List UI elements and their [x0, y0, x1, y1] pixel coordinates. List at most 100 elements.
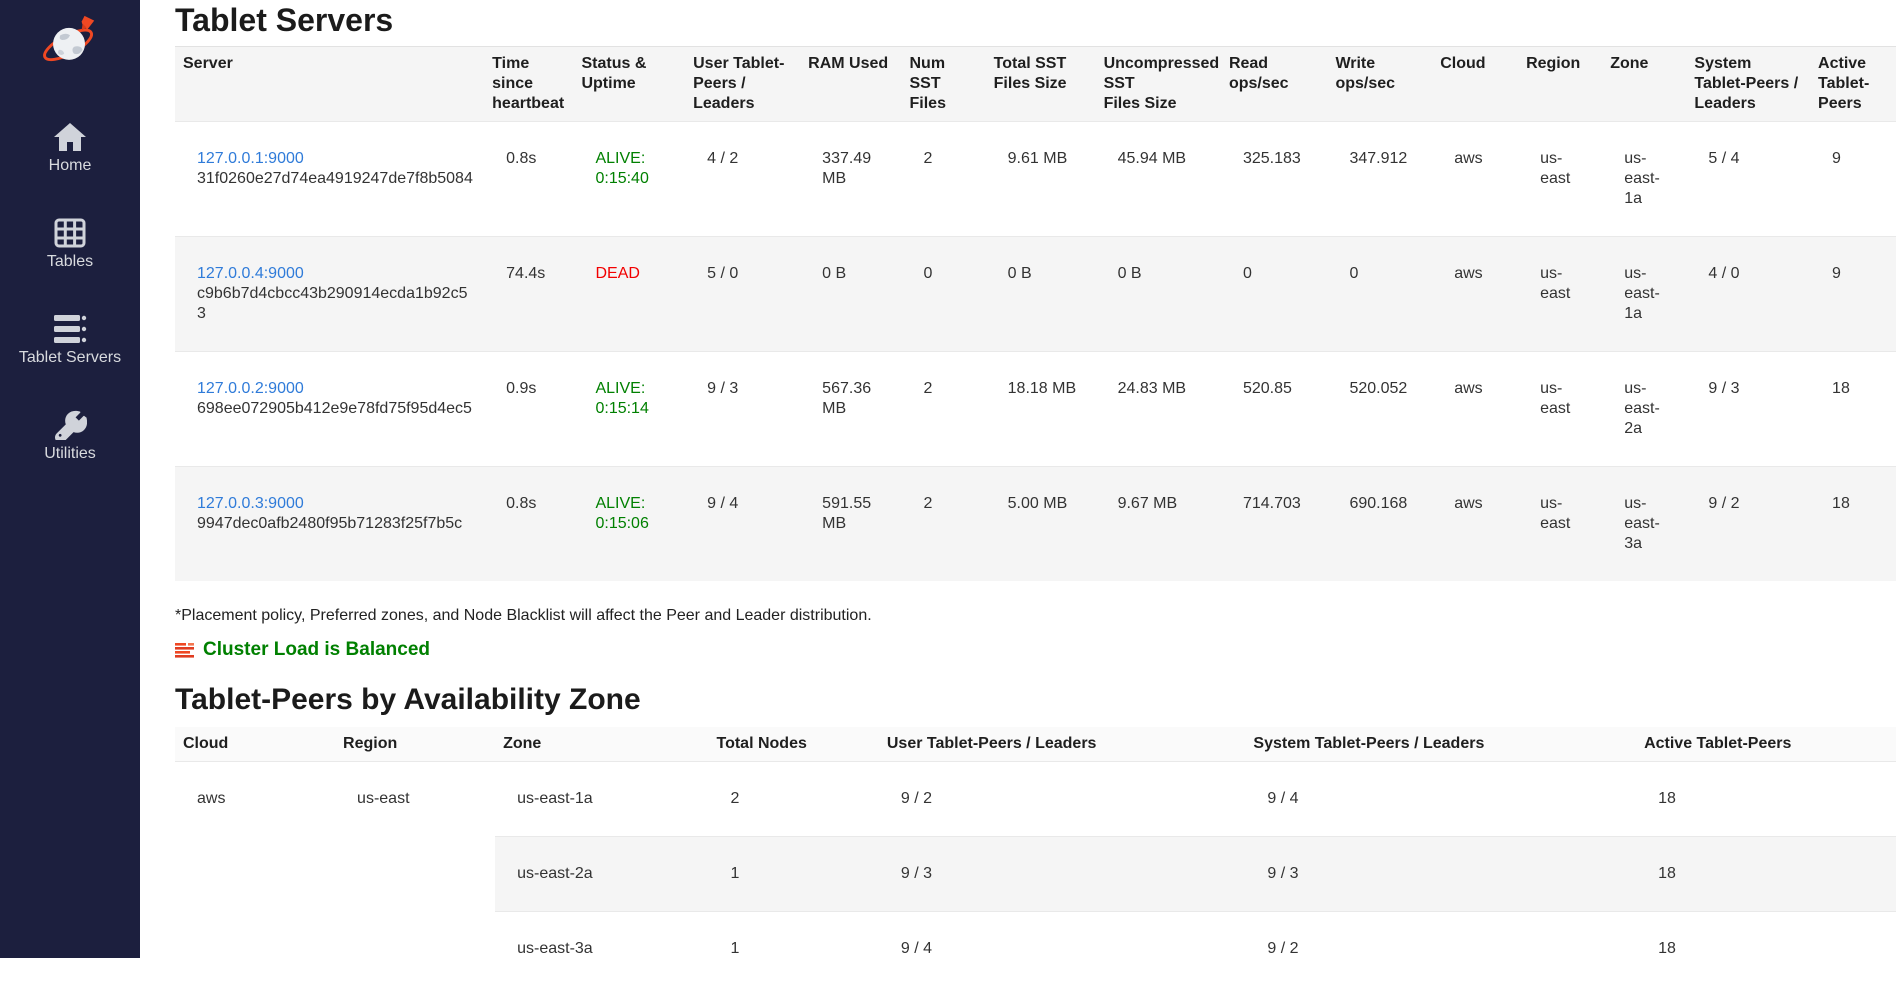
column-header: Total Nodes — [708, 727, 878, 762]
column-header: Server — [175, 47, 484, 122]
cell-status-uptime: ALIVE:0:15:14 — [573, 352, 685, 467]
cell-zone: us-east-3a — [1602, 467, 1686, 582]
uptime-text: 0:15:40 — [595, 169, 675, 189]
column-header: User Tablet-Peers / Leaders — [685, 47, 800, 122]
cell-num-sst-files: 2 — [902, 122, 986, 237]
cell-active-peers: 18 — [1810, 352, 1896, 467]
cell-heartbeat: 0.8s — [484, 467, 573, 582]
column-header: Cloud — [175, 727, 335, 762]
cell-cloud: aws — [1432, 352, 1518, 467]
planet-rocket-logo-icon — [39, 10, 101, 72]
server-uuid: 698ee072905b412e9e78fd75f95d4ec5 — [197, 399, 474, 419]
column-header: Read ops/sec — [1221, 47, 1327, 122]
uptime-text: 0:15:14 — [595, 399, 675, 419]
home-icon — [53, 122, 87, 152]
column-header: RAM Used — [800, 47, 901, 122]
cell-user-peers: 5 / 0 — [685, 237, 800, 352]
cell-active-peers: 18 — [1810, 467, 1896, 582]
cell-cloud: aws — [1432, 237, 1518, 352]
status-text: ALIVE: — [595, 379, 675, 399]
cell-cloud: aws — [1432, 122, 1518, 237]
server-uuid: 9947dec0afb2480f95b71283f25f7b5c — [197, 514, 474, 534]
cell-num-sst-files: 0 — [902, 237, 986, 352]
cell-active-peers: 18 — [1636, 762, 1896, 837]
column-header: System Tablet-Peers / Leaders — [1245, 727, 1636, 762]
cell-server: 127.0.0.4:9000 c9b6b7d4cbcc43b290914ecda1… — [175, 237, 484, 352]
cell-uncompressed-sst-size: 45.94 MB — [1096, 122, 1221, 237]
cell-status-uptime: ALIVE:0:15:06 — [573, 467, 685, 582]
cell-region: us-east — [1518, 237, 1602, 352]
yugabyte-logo[interactable] — [39, 10, 101, 72]
server-link[interactable]: 127.0.0.3:9000 — [197, 495, 304, 512]
sidebar-item-home[interactable]: Home — [0, 122, 140, 175]
cell-zone: us-east-2a — [1602, 352, 1686, 467]
sidebar-item-label: Home — [0, 156, 140, 175]
cell-system-peers: 4 / 0 — [1686, 237, 1810, 352]
cell-active-peers: 9 — [1810, 237, 1896, 352]
column-header: Cloud — [1432, 47, 1518, 122]
sidebar-item-utilities[interactable]: Utilities — [0, 410, 140, 463]
column-header: Zone — [495, 727, 708, 762]
server-row: 127.0.0.1:9000 31f0260e27d74ea4919247de7f… — [175, 122, 1896, 237]
tables-icon — [53, 218, 87, 248]
status-text: DEAD — [595, 264, 675, 284]
cell-ram-used: 337.49 MB — [800, 122, 901, 237]
sidebar-item-tables[interactable]: Tables — [0, 218, 140, 271]
cell-total-nodes: 1 — [708, 912, 878, 986]
cell-user-peers: 9 / 2 — [879, 762, 1246, 837]
column-header: Region — [335, 727, 495, 762]
cell-system-peers: 9 / 4 — [1245, 762, 1636, 837]
column-header: System Tablet-Peers / Leaders — [1686, 47, 1810, 122]
server-row: 127.0.0.2:9000 698ee072905b412e9e78fd75f9… — [175, 352, 1896, 467]
cell-system-peers: 9 / 2 — [1245, 912, 1636, 986]
column-header: Num SST Files — [902, 47, 986, 122]
server-link[interactable]: 127.0.0.4:9000 — [197, 265, 304, 282]
cell-total-sst-size: 18.18 MB — [986, 352, 1096, 467]
cell-num-sst-files: 2 — [902, 467, 986, 582]
cell-ram-used: 591.55 MB — [800, 467, 901, 582]
cell-zone: us-east-2a — [495, 837, 708, 912]
column-header: Active Tablet-Peers — [1636, 727, 1896, 762]
cell-write-ops: 347.912 — [1327, 122, 1432, 237]
cell-read-ops: 0 — [1221, 237, 1327, 352]
cell-server: 127.0.0.1:9000 31f0260e27d74ea4919247de7f… — [175, 122, 484, 237]
cell-active-peers: 18 — [1636, 912, 1896, 986]
tablet-servers-icon — [53, 314, 87, 344]
column-header: Zone — [1602, 47, 1686, 122]
status-text: ALIVE: — [595, 149, 675, 169]
load-balancer-icon — [175, 643, 194, 658]
column-header: Time since heartbeat — [484, 47, 573, 122]
utilities-wrench-icon — [53, 410, 87, 440]
cell-write-ops: 0 — [1327, 237, 1432, 352]
cell-system-peers: 5 / 4 — [1686, 122, 1810, 237]
column-header: Active Tablet-Peers — [1810, 47, 1896, 122]
cluster-balance-status: Cluster Load is Balanced — [175, 639, 1896, 661]
cell-uncompressed-sst-size: 9.67 MB — [1096, 467, 1221, 582]
sidebar: Home Tables Tablet Servers Utilities — [0, 0, 140, 958]
cell-system-peers: 9 / 3 — [1686, 352, 1810, 467]
sidebar-item-tablet-servers[interactable]: Tablet Servers — [0, 314, 140, 367]
cell-server: 127.0.0.2:9000 698ee072905b412e9e78fd75f9… — [175, 352, 484, 467]
cell-zone: us-east-1a — [1602, 237, 1686, 352]
cell-read-ops: 325.183 — [1221, 122, 1327, 237]
column-header: User Tablet-Peers / Leaders — [879, 727, 1246, 762]
cell-user-peers: 9 / 4 — [879, 912, 1246, 986]
uptime-text: 0:15:06 — [595, 514, 675, 534]
status-text: ALIVE: — [595, 494, 675, 514]
server-row: 127.0.0.4:9000 c9b6b7d4cbcc43b290914ecda1… — [175, 237, 1896, 352]
cell-region: us-east — [335, 762, 495, 986]
cell-active-peers: 18 — [1636, 837, 1896, 912]
cell-status-uptime: DEAD — [573, 237, 685, 352]
server-uuid: 31f0260e27d74ea4919247de7f8b5084 — [197, 169, 474, 189]
server-uuid: c9b6b7d4cbcc43b290914ecda1b92c53 — [197, 284, 474, 324]
server-link[interactable]: 127.0.0.1:9000 — [197, 150, 304, 167]
server-link[interactable]: 127.0.0.2:9000 — [197, 380, 304, 397]
cell-user-peers: 9 / 3 — [879, 837, 1246, 912]
sidebar-item-label: Utilities — [0, 444, 140, 463]
cell-read-ops: 520.85 — [1221, 352, 1327, 467]
